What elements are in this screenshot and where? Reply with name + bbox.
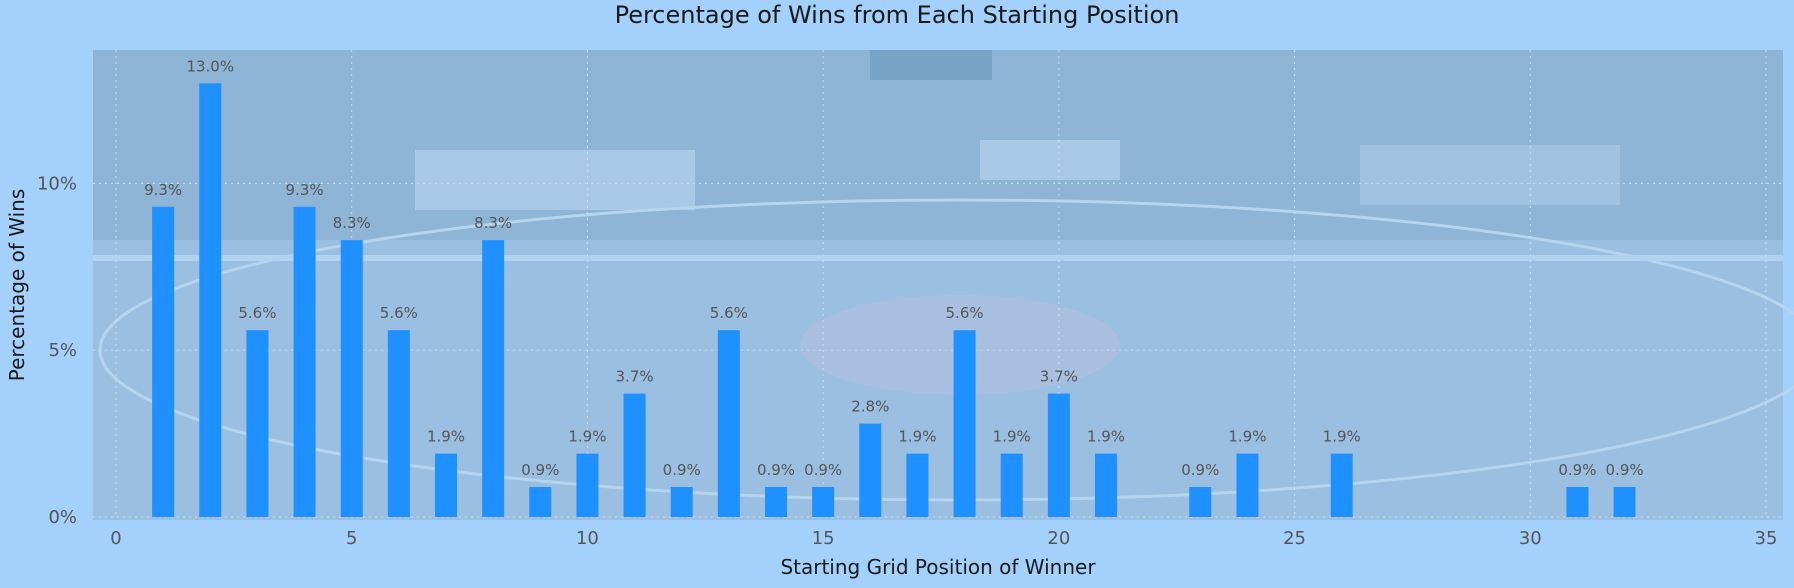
bar[interactable] <box>529 486 552 517</box>
bar[interactable] <box>576 453 599 517</box>
chart-title: Percentage of Wins from Each Starting Po… <box>614 1 1180 29</box>
data-label: 5.6% <box>238 304 276 322</box>
bar[interactable] <box>670 486 693 517</box>
data-label: 1.9% <box>993 428 1031 446</box>
x-tick-label: 10 <box>576 528 599 549</box>
data-label: 5.6% <box>946 304 984 322</box>
x-tick-label: 30 <box>1519 528 1542 549</box>
data-label: 1.9% <box>1228 428 1266 446</box>
bar[interactable] <box>1095 453 1117 517</box>
bar[interactable] <box>1330 453 1353 517</box>
data-label: 1.9% <box>1323 428 1361 446</box>
bar[interactable] <box>623 393 646 517</box>
x-tick-label: 5 <box>346 528 357 549</box>
data-label: 2.8% <box>851 398 889 416</box>
x-tick-label: 15 <box>812 528 835 549</box>
x-tick-label: 20 <box>1047 528 1070 549</box>
bar[interactable] <box>1613 486 1636 517</box>
bar[interactable] <box>953 330 976 517</box>
bar[interactable] <box>765 486 787 517</box>
bar[interactable] <box>1189 486 1212 517</box>
bar[interactable] <box>435 453 457 517</box>
y-tick-label: 5% <box>48 340 77 361</box>
data-label: 1.9% <box>427 428 465 446</box>
bar[interactable] <box>906 453 929 517</box>
data-label: 3.7% <box>1040 368 1078 386</box>
data-label: 13.0% <box>186 57 234 75</box>
bar[interactable] <box>1566 486 1589 517</box>
y-tick-label: 10% <box>37 173 77 194</box>
bar[interactable] <box>812 486 835 517</box>
bar[interactable] <box>246 330 269 517</box>
x-tick-label: 35 <box>1755 528 1778 549</box>
data-label: 0.9% <box>804 461 842 479</box>
data-label: 1.9% <box>568 428 606 446</box>
data-label: 9.3% <box>144 181 182 199</box>
bar[interactable] <box>859 423 882 517</box>
data-label: 5.6% <box>380 304 418 322</box>
x-tick-label: 0 <box>110 528 121 549</box>
bar[interactable] <box>293 206 316 517</box>
data-label: 0.9% <box>1181 461 1219 479</box>
data-label: 0.9% <box>663 461 701 479</box>
bar[interactable] <box>387 330 410 517</box>
data-label: 0.9% <box>1606 461 1644 479</box>
bar[interactable] <box>482 240 505 517</box>
data-label: 0.9% <box>1558 461 1596 479</box>
bar[interactable] <box>1000 453 1023 517</box>
bar[interactable] <box>152 206 175 517</box>
bar[interactable] <box>199 83 222 517</box>
racetrack-background-image <box>93 50 1794 502</box>
bar[interactable] <box>340 240 363 517</box>
bar[interactable] <box>717 330 740 517</box>
data-label: 8.3% <box>474 214 512 232</box>
data-label: 5.6% <box>710 304 748 322</box>
data-label: 8.3% <box>333 214 371 232</box>
data-label: 9.3% <box>286 181 324 199</box>
bar[interactable] <box>1236 453 1259 517</box>
y-tick-label: 0% <box>48 507 77 528</box>
data-label: 0.9% <box>521 461 559 479</box>
data-label: 3.7% <box>616 368 654 386</box>
x-tick-label: 25 <box>1283 528 1306 549</box>
data-label: 1.9% <box>898 428 936 446</box>
data-label: 0.9% <box>757 461 795 479</box>
y-axis-title: Percentage of Wins <box>5 189 29 382</box>
bar[interactable] <box>1047 393 1070 517</box>
x-axis-title: Starting Grid Position of Winner <box>780 555 1096 579</box>
data-label: 1.9% <box>1087 428 1125 446</box>
